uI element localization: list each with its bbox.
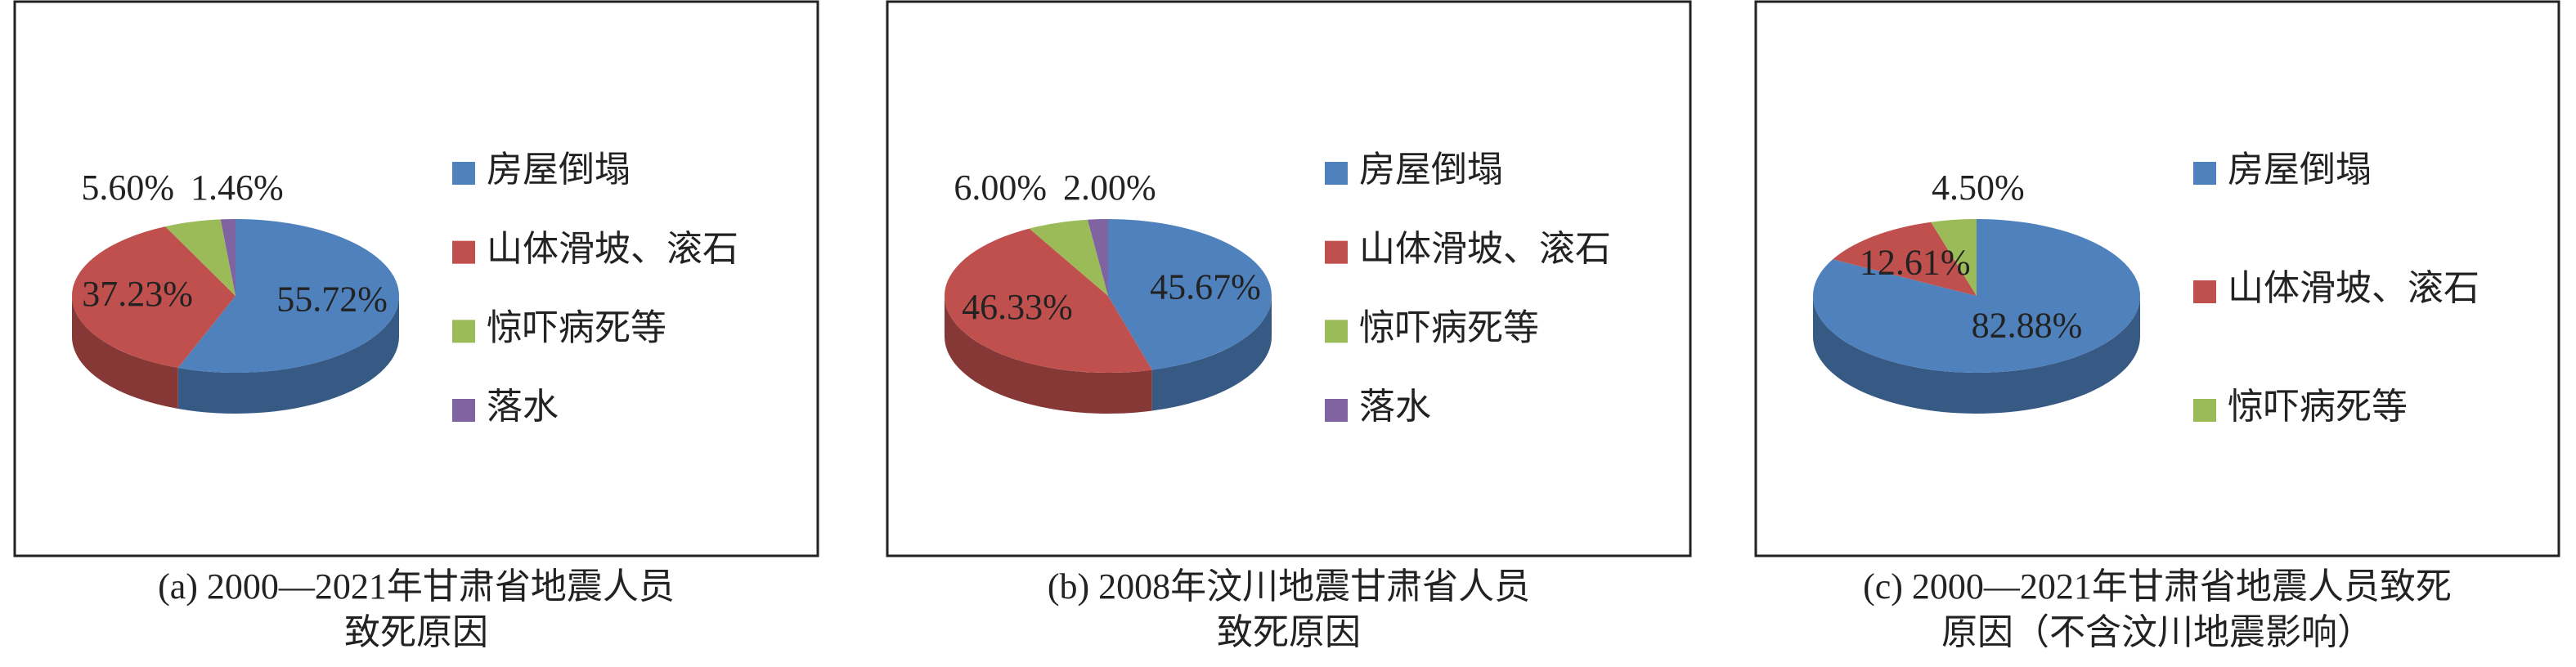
data-label: 46.33%	[962, 287, 1073, 327]
chart-frame	[886, 0, 1692, 557]
slice	[177, 219, 400, 373]
slice	[165, 219, 236, 296]
legend-swatch	[2193, 399, 2216, 422]
slice-side	[177, 296, 399, 414]
legend-swatch	[2193, 162, 2216, 185]
caption: 原因（不含汶川地震影响）	[1941, 612, 2373, 652]
data-label: 4.50%	[1932, 168, 2025, 208]
data-label: 6.00%	[954, 168, 1047, 208]
data-label: 55.72%	[276, 279, 388, 319]
caption: 致死原因	[344, 612, 488, 652]
data-label: 5.60%	[81, 168, 174, 208]
legend-swatch	[1325, 240, 1348, 264]
legend-swatch	[452, 240, 475, 264]
data-label: 82.88%	[1972, 305, 2083, 345]
legend-swatch	[1325, 162, 1348, 185]
legend-label: 惊吓病死等	[1359, 307, 1539, 347]
legend-label: 房屋倒塌	[1359, 150, 1503, 190]
legend-swatch	[1325, 320, 1348, 343]
legend-label: 山体滑坡、滚石	[2228, 268, 2480, 308]
legend-label: 惊吓病死等	[487, 307, 666, 347]
legend-label: 房屋倒塌	[2228, 150, 2372, 190]
data-label: 2.00%	[1063, 168, 1156, 208]
slice	[1087, 219, 1108, 296]
legend-label: 落水	[1359, 387, 1431, 427]
slice	[944, 228, 1152, 373]
legend-swatch	[2193, 280, 2216, 303]
legend-swatch	[452, 399, 475, 422]
slice-side	[1151, 296, 1272, 411]
data-label: 1.46%	[191, 168, 284, 208]
slice-side	[72, 296, 178, 410]
pie-chart: 55.72% 37.23% 5.60% 1.46% 房屋倒塌山体滑坡、滚石惊吓病死等落水…	[13, 0, 819, 652]
data-label: 37.23%	[82, 274, 193, 314]
slice	[1833, 222, 1977, 296]
legend-label: 房屋倒塌	[487, 150, 631, 190]
slice	[72, 226, 236, 369]
slice	[1931, 219, 1977, 296]
slice-side	[1813, 296, 2140, 414]
legend-label: 山体滑坡、滚石	[1359, 229, 1611, 269]
slice	[1029, 219, 1108, 296]
caption: 致死原因	[1217, 612, 1361, 652]
legend-label: 山体滑坡、滚石	[487, 229, 738, 269]
legend-label: 惊吓病死等	[2228, 387, 2408, 427]
legend-swatch	[1325, 399, 1348, 422]
data-label: 45.67%	[1150, 267, 1261, 307]
legend-swatch	[452, 162, 475, 185]
caption: (c) 2000—2021年甘肃省地震人员致死	[1863, 566, 2452, 607]
pie-chart: 45.67% 46.33% 6.00% 2.00% 房屋倒塌山体滑坡、滚石惊吓病死等落水…	[886, 0, 1692, 652]
slice	[1108, 219, 1272, 370]
chart-frame	[1754, 0, 2560, 557]
chart-frame	[13, 0, 819, 557]
caption: (b) 2008年汶川地震甘肃省人员	[1048, 566, 1530, 607]
slice	[220, 219, 236, 296]
caption: (a) 2000—2021年甘肃省地震人员	[158, 566, 675, 607]
legend-swatch	[452, 320, 475, 343]
data-label: 12.61%	[1860, 243, 1971, 283]
legend-label: 落水	[487, 387, 559, 427]
slice-side	[945, 296, 1152, 414]
